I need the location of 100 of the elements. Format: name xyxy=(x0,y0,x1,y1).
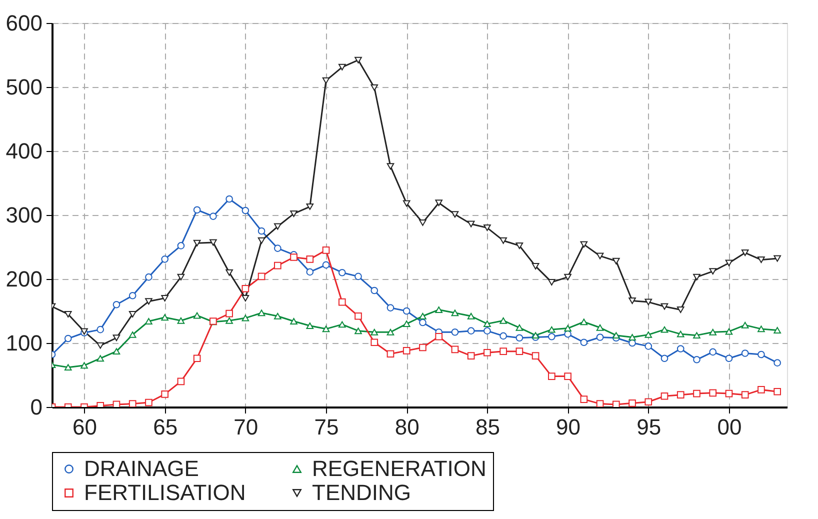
point xyxy=(580,338,588,346)
point xyxy=(290,254,298,261)
point xyxy=(693,356,700,364)
point xyxy=(709,348,717,356)
x-tick-label: 80 xyxy=(394,414,420,440)
point xyxy=(258,272,266,280)
point xyxy=(210,239,217,246)
point xyxy=(402,307,410,315)
point xyxy=(64,364,72,371)
point xyxy=(644,342,652,350)
point xyxy=(306,268,314,276)
point xyxy=(242,284,250,292)
point xyxy=(516,324,524,331)
x-tick-label: 85 xyxy=(475,414,500,440)
point xyxy=(564,372,572,380)
point xyxy=(386,304,394,312)
point xyxy=(774,326,781,334)
point xyxy=(242,294,250,302)
point xyxy=(274,262,282,270)
x-tick-label: 60 xyxy=(72,414,97,440)
point xyxy=(774,359,781,366)
point xyxy=(484,327,491,334)
point xyxy=(725,390,733,398)
point xyxy=(161,294,168,302)
point xyxy=(161,390,168,398)
point xyxy=(338,298,346,306)
point xyxy=(128,400,136,407)
point xyxy=(258,310,266,316)
point xyxy=(112,300,120,308)
point xyxy=(306,203,314,210)
point xyxy=(112,400,120,407)
point xyxy=(644,331,652,338)
point xyxy=(693,332,700,339)
point xyxy=(354,312,362,320)
point xyxy=(484,320,491,328)
point xyxy=(451,310,459,316)
point xyxy=(96,326,104,334)
point xyxy=(338,64,346,70)
point xyxy=(758,386,765,394)
point xyxy=(322,326,330,332)
point xyxy=(596,334,604,341)
point xyxy=(226,310,233,318)
point xyxy=(193,240,201,246)
point xyxy=(741,322,749,328)
point xyxy=(419,312,426,320)
point xyxy=(128,310,136,318)
y-tick-label: 100 xyxy=(6,330,42,356)
point xyxy=(145,273,152,281)
point xyxy=(128,292,136,300)
point xyxy=(226,317,233,324)
point xyxy=(435,200,443,206)
point xyxy=(64,310,72,318)
point xyxy=(322,246,330,254)
legend-label: FERTILISATION xyxy=(84,480,246,505)
point xyxy=(628,298,636,304)
point xyxy=(741,391,749,399)
point xyxy=(354,328,362,334)
point xyxy=(758,256,765,264)
point xyxy=(676,345,684,352)
point xyxy=(226,195,233,203)
point xyxy=(177,378,185,386)
point xyxy=(500,332,507,340)
point xyxy=(596,252,604,260)
point xyxy=(96,342,104,349)
point xyxy=(580,396,588,403)
point xyxy=(402,347,410,354)
point xyxy=(676,391,684,399)
point xyxy=(467,327,475,334)
legend-label: TENDING xyxy=(312,480,411,505)
point xyxy=(322,77,330,84)
point xyxy=(500,317,507,324)
point xyxy=(386,163,394,170)
y-tick-label: 0 xyxy=(30,394,42,420)
point xyxy=(290,318,298,324)
point xyxy=(612,332,620,339)
point xyxy=(145,318,152,324)
point xyxy=(548,372,556,380)
y-tick-label: 600 xyxy=(6,10,42,36)
point xyxy=(419,344,426,352)
point xyxy=(210,212,217,220)
point xyxy=(112,348,120,355)
point xyxy=(628,334,636,340)
point xyxy=(145,298,152,305)
point xyxy=(193,312,201,319)
point xyxy=(516,242,524,249)
point xyxy=(128,331,136,338)
point xyxy=(226,269,233,276)
point xyxy=(709,389,717,397)
point xyxy=(386,350,394,358)
legend-label: DRAINAGE xyxy=(84,456,199,481)
point xyxy=(484,348,491,356)
point xyxy=(596,400,604,407)
point xyxy=(80,362,88,369)
point xyxy=(596,324,604,331)
point xyxy=(274,312,282,320)
point xyxy=(548,332,556,340)
point xyxy=(274,223,282,230)
point xyxy=(725,354,733,362)
point xyxy=(467,312,475,320)
legend-label: REGENERATION xyxy=(312,456,486,481)
